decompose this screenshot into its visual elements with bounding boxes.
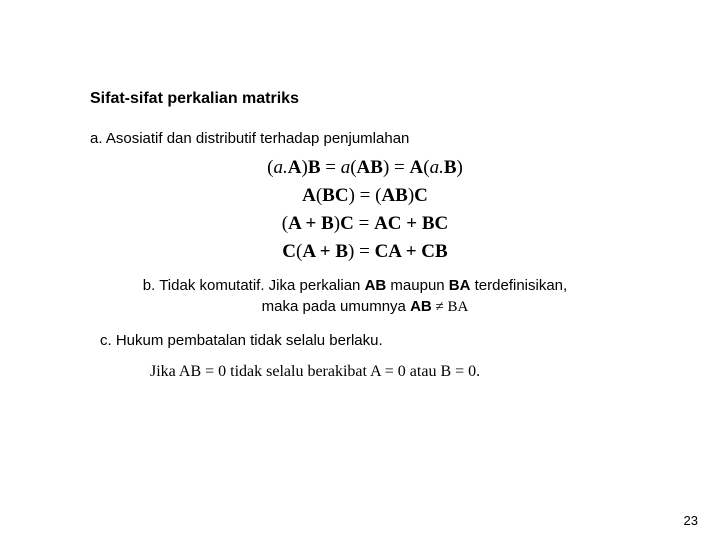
matrix-C: C [414, 185, 428, 206]
matrix-ApB: A + B [302, 241, 348, 262]
matrix-ACpBC: AC + BC [374, 213, 448, 234]
scalar-a: a [341, 157, 351, 178]
text: maupun [386, 277, 449, 294]
scalar-a: a. [274, 157, 288, 178]
not-equal-icon: ≠ [432, 299, 448, 315]
text: tidak selalu berakibat [226, 363, 370, 380]
page-number: 23 [684, 513, 698, 528]
scalar-a: a. [430, 157, 444, 178]
text: atau [406, 363, 441, 380]
matrix-AB: AB [381, 185, 407, 206]
matrix-AB: AB [357, 157, 383, 178]
property-a-text: a. Asosiatif dan distributif terhadap pe… [90, 130, 640, 147]
matrix-BC: BC [322, 185, 348, 206]
property-b-line1: b. Tidak komutatif. Jika perkalian AB ma… [100, 277, 610, 294]
property-b-line2: maka pada umumnya AB ≠ BA [90, 298, 640, 316]
equation-2: A(BC) = (AB)C [90, 185, 640, 207]
equation-4: C(A + B) = CA + CB [90, 241, 640, 263]
property-c-example: Jika AB = 0 tidak selalu berakibat A = 0… [150, 363, 640, 381]
matrix-BA: BA [447, 299, 468, 315]
matrix-CApCB: CA + CB [375, 241, 448, 262]
matrix-C: C [282, 241, 296, 262]
matrix-A: A [288, 157, 302, 178]
equation-3: (A + B)C = AC + BC [90, 213, 640, 235]
matrix-B: B [444, 157, 457, 178]
matrix-B: B [308, 157, 321, 178]
equals: = [321, 157, 341, 178]
matrix-C: C [340, 213, 354, 234]
matrix-A: A [302, 185, 316, 206]
equals: = [389, 157, 409, 178]
equation-1: (a.A)B = a(AB) = A(a.B) [90, 157, 640, 179]
expr-a0: A = 0 [370, 363, 406, 380]
equals: = [354, 213, 374, 234]
text: terdefinisikan, [470, 277, 567, 294]
text: Jika [150, 363, 179, 380]
equals: = [354, 241, 374, 262]
matrix-AB: AB [410, 298, 432, 315]
text: maka pada umumnya [262, 298, 410, 315]
paren: ) [457, 157, 463, 178]
property-c-text: c. Hukum pembatalan tidak selalu berlaku… [100, 332, 640, 349]
slide-title: Sifat-sifat perkalian matriks [90, 90, 640, 108]
matrix-A: A [410, 157, 424, 178]
matrix-AB: AB [365, 277, 387, 294]
text: b. Tidak komutatif. Jika perkalian [143, 277, 365, 294]
equals: = [355, 185, 375, 206]
equation-block: (a.A)B = a(AB) = A(a.B) A(BC) = (AB)C (A… [90, 157, 640, 263]
matrix-ApB: A + B [288, 213, 334, 234]
expr-ab0: AB = 0 [179, 363, 226, 380]
expr-b0: B = 0. [440, 363, 480, 380]
matrix-BA: BA [449, 277, 471, 294]
